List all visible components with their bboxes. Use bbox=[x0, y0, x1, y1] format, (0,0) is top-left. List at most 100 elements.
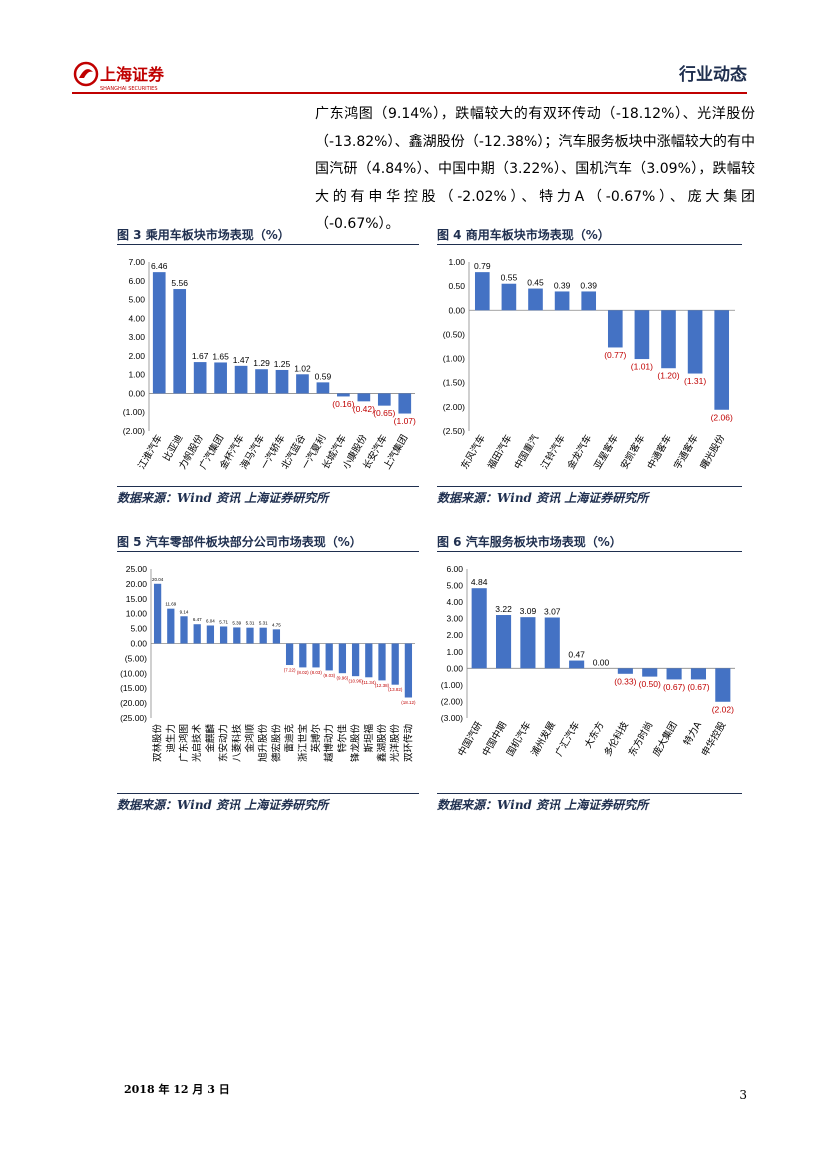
value-label: 5.31 bbox=[246, 621, 255, 626]
bar bbox=[173, 289, 187, 394]
y-tick-label: 0.00 bbox=[128, 388, 145, 398]
bar bbox=[193, 624, 201, 644]
y-tick-label: 3.00 bbox=[128, 332, 145, 342]
value-label: 0.39 bbox=[554, 280, 571, 290]
page-number: 3 bbox=[739, 1088, 747, 1102]
bar bbox=[715, 668, 731, 702]
bar bbox=[398, 393, 412, 414]
value-label: 5.39 bbox=[232, 620, 241, 625]
bar bbox=[528, 288, 543, 311]
category-label: 宇通客车 bbox=[671, 433, 700, 472]
y-tick-label: 7.00 bbox=[128, 257, 145, 267]
figure-source: 数据来源：Wind 资讯 上海证券研究所 bbox=[117, 491, 329, 505]
y-tick-label: (0.50) bbox=[443, 329, 465, 339]
figure-top-rule bbox=[437, 551, 742, 552]
bar bbox=[581, 291, 597, 311]
category-label: 双环传动 bbox=[402, 724, 414, 762]
value-label: (9.96) bbox=[337, 676, 349, 681]
y-tick-label: 0.50 bbox=[448, 281, 465, 291]
bar bbox=[338, 643, 347, 674]
logo-graphic: 上海证券 SHANGHAI SECURITIES bbox=[73, 61, 165, 92]
value-label: 0.55 bbox=[501, 273, 518, 283]
figure-top-rule bbox=[437, 244, 742, 245]
bar bbox=[234, 365, 248, 394]
bar bbox=[153, 583, 162, 644]
category-label: 中国重汽 bbox=[512, 432, 542, 471]
bar bbox=[285, 643, 294, 666]
category-label: 东风汽车 bbox=[458, 433, 487, 472]
category-label: 福田汽车 bbox=[485, 433, 514, 472]
figure-title: 图 3 乘用车板块市场表现（%） bbox=[117, 228, 290, 242]
figure-source: 数据来源：Wind 资讯 上海证券研究所 bbox=[437, 491, 649, 505]
category-label: 光启技术 bbox=[191, 724, 203, 763]
category-label: 特力A bbox=[681, 719, 704, 748]
value-label: 11.69 bbox=[165, 602, 176, 607]
figure-6-auto-services: 图 6 汽车服务板块市场表现（%） 6.00 5.00 4.00 3.00 2.00 1.… bbox=[437, 533, 742, 823]
category-label: 江淮汽车 bbox=[135, 433, 164, 472]
figure-bottom-rule bbox=[437, 486, 742, 487]
value-label: (18.12) bbox=[401, 700, 416, 705]
y-tick-label: (25.00) bbox=[120, 713, 147, 723]
bar bbox=[180, 616, 188, 644]
value-label: (11.34) bbox=[362, 680, 376, 685]
value-label: 3.22 bbox=[495, 604, 512, 614]
value-label: (8.03) bbox=[310, 670, 322, 675]
category-label: 浙江世宝 bbox=[297, 724, 309, 762]
bar bbox=[569, 660, 585, 669]
value-label: (7.22) bbox=[284, 668, 296, 673]
value-label: (8.02) bbox=[297, 670, 309, 675]
figure-bottom-rule bbox=[117, 793, 419, 794]
value-label: 0.39 bbox=[580, 280, 597, 290]
bar bbox=[259, 627, 267, 644]
y-tick-label: 6.00 bbox=[446, 564, 463, 574]
y-tick-label: 0.00 bbox=[130, 639, 147, 649]
bar bbox=[296, 374, 309, 394]
y-tick-label: (15.00) bbox=[120, 683, 147, 693]
bar bbox=[687, 310, 703, 374]
y-tick-label: 0.00 bbox=[446, 663, 463, 673]
value-label: 3.07 bbox=[544, 607, 561, 617]
bar bbox=[219, 626, 228, 644]
value-label: 4.84 bbox=[471, 577, 488, 587]
value-label: 5.31 bbox=[259, 621, 268, 626]
figure-top-rule bbox=[117, 244, 419, 245]
value-label: (0.50) bbox=[639, 679, 661, 689]
bar bbox=[357, 393, 371, 402]
value-label: (0.16) bbox=[332, 399, 354, 409]
y-tick-label: 3.00 bbox=[446, 614, 463, 624]
category-label: 双林股份 bbox=[152, 724, 164, 763]
y-tick-label: 4.00 bbox=[128, 313, 145, 323]
bar bbox=[365, 643, 373, 678]
bar bbox=[714, 310, 730, 410]
y-tick-label: 15.00 bbox=[126, 594, 148, 604]
y-tick-label: (2.00) bbox=[443, 402, 465, 412]
value-label: (0.33) bbox=[614, 676, 636, 686]
company-logo: 上海证券 SHANGHAI SECURITIES bbox=[72, 60, 182, 92]
category-label: 锋龙股份 bbox=[350, 724, 362, 763]
category-label: 金龙汽车 bbox=[565, 433, 594, 472]
value-label: 6.04 bbox=[206, 619, 215, 624]
value-label: 9.14 bbox=[180, 609, 189, 614]
value-label: 1.02 bbox=[294, 363, 311, 373]
value-label: 1.65 bbox=[212, 351, 229, 361]
category-label: 曙光股份 bbox=[698, 432, 728, 471]
value-label: 0.47 bbox=[568, 650, 585, 660]
figure-5-auto-parts: 图 5 汽车零部件板块部分公司市场表现（%） 25.00 20.00 15.00 10… bbox=[117, 533, 419, 823]
value-label: (9.03) bbox=[323, 673, 335, 678]
bar bbox=[642, 668, 658, 677]
figure-3-passenger-cars: 图 3 乘用车板块市场表现（%） 7.00 6.00 5.00 4.00 3.00 2.0… bbox=[117, 226, 419, 516]
logo-text: 上海证券 bbox=[100, 65, 165, 84]
bar bbox=[544, 617, 560, 669]
y-tick-label: (1.00) bbox=[443, 354, 465, 364]
y-tick-label: 25.00 bbox=[126, 564, 148, 574]
bar bbox=[501, 283, 517, 311]
section-title: 行业动态 bbox=[679, 65, 747, 85]
figure-top-rule bbox=[117, 551, 419, 552]
figure-title: 图 5 汽车零部件板块部分公司市场表现（%） bbox=[117, 535, 362, 549]
category-label: 八菱科技 bbox=[231, 724, 243, 763]
bar bbox=[471, 588, 487, 669]
category-label: 英搏尔 bbox=[310, 724, 322, 753]
bar bbox=[520, 617, 536, 669]
value-label: (0.67) bbox=[663, 682, 685, 692]
category-label: 斯坦福 bbox=[363, 724, 375, 753]
